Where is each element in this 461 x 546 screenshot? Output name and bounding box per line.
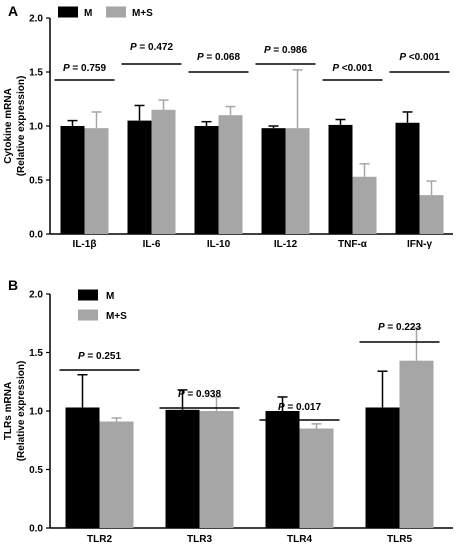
panel-b: B 0.0 0.5 1.0 1.5 2.0 TLRs mRNA (Relative expre… — [3, 277, 453, 545]
bar-m-3 — [365, 407, 400, 528]
panel-label: B — [8, 277, 18, 293]
p-value: = 0.938 — [185, 389, 222, 400]
p-value: = 0.986 — [271, 45, 308, 56]
bar-m-s-1 — [151, 109, 176, 234]
x-tick-label: TLR4 — [287, 534, 312, 545]
p-symbol: P — [130, 42, 137, 53]
x-tick-label: TLR5 — [387, 534, 412, 545]
legend-swatch-1 — [78, 309, 98, 321]
bar-m-5 — [395, 122, 420, 234]
y-tick-label: 1.5 — [29, 68, 43, 79]
y-tick-label: 1.5 — [29, 348, 43, 359]
bar-m-s-3 — [285, 128, 310, 234]
x-tick-label: TLR2 — [87, 534, 112, 545]
panel-a: A 0.0 0.5 1.0 1.5 2.0 Cytokine mRNA (Relative e… — [3, 3, 453, 250]
p-value: <0.001 — [406, 52, 440, 63]
y-axis-label-line1: TLRs mRNA — [3, 382, 14, 440]
p-value-label: P <0.001 — [399, 52, 440, 63]
legend-swatch-1 — [106, 6, 126, 18]
bar-m-2 — [265, 411, 300, 528]
p-symbol: P — [63, 63, 70, 74]
y-tick-label: 1.0 — [29, 407, 43, 418]
y-tick-label: 0.5 — [29, 176, 43, 187]
p-value-label: P = 0.759 — [63, 63, 107, 74]
p-value: = 0.472 — [137, 42, 174, 53]
x-tick-label: IL-1β — [73, 239, 97, 250]
bar-m-3 — [261, 128, 286, 234]
p-value: = 0.068 — [204, 52, 241, 63]
p-value: <0.001 — [339, 63, 373, 74]
x-tick-label: IL-10 — [207, 239, 231, 250]
p-value-label: P = 0.251 — [78, 351, 122, 362]
p-symbol: P — [378, 322, 385, 333]
p-value: = 0.251 — [85, 351, 122, 362]
bar-m-s-4 — [352, 176, 377, 234]
x-tick-label: TLR3 — [187, 534, 212, 545]
p-symbol: P — [278, 402, 285, 413]
y-axis-label-line2: (Relative expression) — [16, 76, 27, 177]
y-tick-label: 2.0 — [29, 14, 43, 25]
x-tick-label: IL-6 — [143, 239, 161, 250]
legend-swatch-0 — [58, 6, 78, 18]
y-tick-label: 2.0 — [29, 290, 43, 301]
legend-swatch-0 — [78, 289, 98, 301]
p-value-label: P = 0.017 — [278, 402, 322, 413]
p-value-label: P = 0.938 — [178, 389, 222, 400]
bar-m-s-2 — [218, 115, 243, 234]
p-symbol: P — [178, 389, 185, 400]
y-tick-label: 0.5 — [29, 465, 43, 476]
p-value-label: P <0.001 — [332, 63, 373, 74]
y-tick-label: 0.0 — [29, 230, 43, 241]
legend-label-1: M+S — [106, 311, 127, 322]
p-symbol: P — [332, 63, 339, 74]
legend-label-1: M+S — [132, 8, 153, 19]
x-tick-label: IL-12 — [274, 239, 298, 250]
bar-m-1 — [127, 120, 152, 234]
x-tick-label: IFN-γ — [407, 239, 432, 250]
x-tick-label: TNF-α — [338, 239, 368, 250]
legend-label-0: M — [84, 8, 92, 19]
bar-m-4 — [328, 124, 353, 234]
p-symbol: P — [78, 351, 85, 362]
bar-m-0 — [60, 126, 85, 234]
p-symbol: P — [197, 52, 204, 63]
p-value-label: P = 0.472 — [130, 42, 174, 53]
y-axis-label-line1: Cytokine mRNA — [3, 88, 14, 164]
bar-m-2 — [194, 126, 219, 234]
bar-m-s-5 — [419, 195, 444, 234]
bar-m-s-2 — [299, 428, 334, 528]
p-value: = 0.017 — [285, 402, 322, 413]
p-value-label: P = 0.223 — [378, 322, 422, 333]
bar-m-1 — [165, 409, 200, 528]
bar-m-s-0 — [84, 128, 109, 234]
bar-m-s-3 — [399, 360, 434, 528]
panel-label: A — [8, 3, 18, 19]
p-value: = 0.759 — [70, 63, 107, 74]
p-symbol: P — [399, 52, 406, 63]
y-axis-label-line2: (Relative expression) — [16, 361, 27, 462]
y-tick-label: 0.0 — [29, 524, 43, 535]
legend-label-0: M — [106, 291, 114, 302]
bar-m-0 — [65, 407, 100, 528]
bar-m-s-0 — [99, 421, 134, 528]
bar-m-s-1 — [199, 411, 234, 528]
p-value-label: P = 0.068 — [197, 52, 241, 63]
p-value-label: P = 0.986 — [264, 45, 308, 56]
y-tick-label: 1.0 — [29, 122, 43, 133]
p-value: = 0.223 — [385, 322, 422, 333]
p-symbol: P — [264, 45, 271, 56]
